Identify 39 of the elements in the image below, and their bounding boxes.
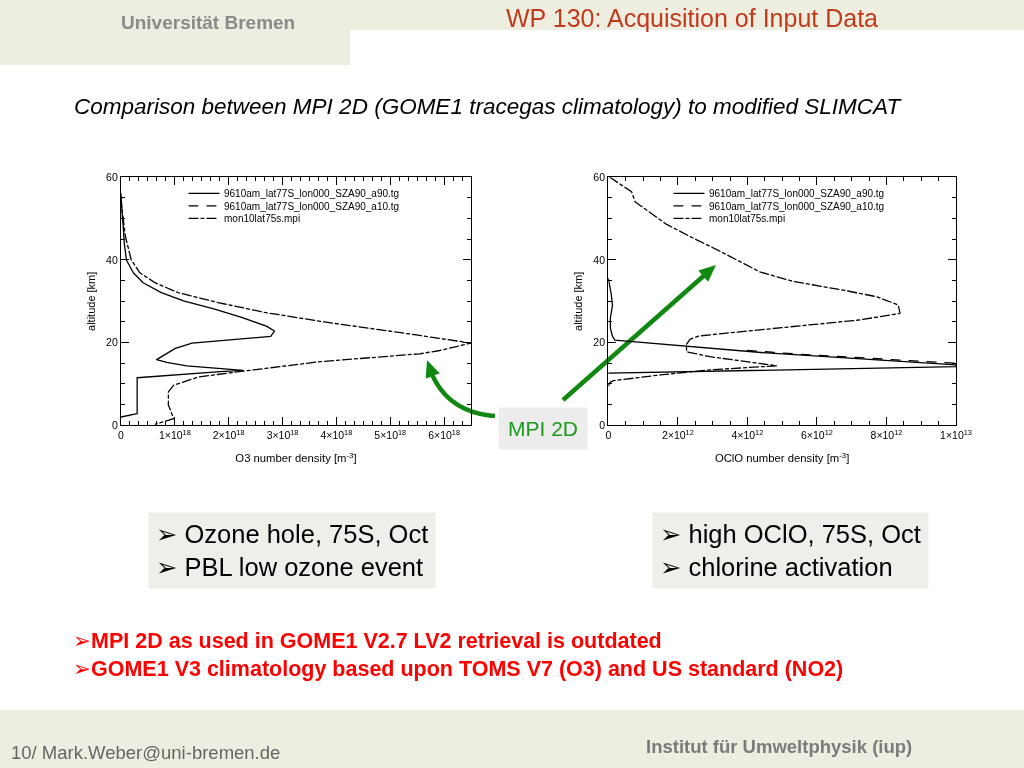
legend-label: mon10lat75s.mpi [224,213,301,225]
x-tick-label: 8×10$^{12}$ [870,427,903,442]
x-tick-label: 5×10$^{18}$ [374,427,407,442]
y-tick-label: 0 [111,418,118,431]
text: MPI 2D [508,417,579,440]
y-tick-label: 40 [106,253,118,266]
x-tick-label: 2×10$^{18}$ [212,427,245,442]
y-tick-label: 20 [106,336,118,349]
y-axis-title: altitude [km] [572,271,585,331]
chart-subtitle: Comparison between MPI 2D (GOME1 tracegas climatology) to modified SLIMCAT [74,94,903,119]
text: Institut für Umweltphysik (iup) [646,736,913,757]
x-tick-label: 1×10$^{18}$ [158,427,191,442]
text: Universität Bremen [121,12,296,33]
legend-label: 9610am_lat77S_lon000_SZA90_a90.tg [224,188,400,200]
legend-label: 9610am_lat77S_lon000_SZA90_a10.tg [224,200,400,212]
x-tick-label: 4×10$^{18}$ [320,427,353,442]
y-tick-label: 0 [599,418,606,431]
y-axis-title: altitude [km] [84,271,97,331]
chart-title: WP 130: Acquisition of Input Data [506,4,879,32]
y-tick-label: 20 [593,336,606,349]
x-axis-title: O3 number density [m$^{-3}$] [235,450,357,465]
y-tick-label: 40 [593,253,606,266]
x-tick-label: 6×10$^{12}$ [801,427,833,442]
text: ➢ high OClO, 75S, Oct ➢ chlorine activation [660,520,921,582]
x-tick-label: 4×10$^{12}$ [731,427,764,442]
x-tick-label: 6×10$^{18}$ [428,427,460,442]
legend-label: 9610am_lat77S_lon000_SZA90_a90.tg [709,188,885,200]
legend-label: 9610am_lat77S_lon000_SZA90_a10.tg [709,200,885,212]
x-tick-label: 3×10$^{18}$ [266,427,299,442]
text: ➢ Ozone hole, 75S, Oct ➢ PBL low ozone event [156,520,429,582]
y-tick-label: 60 [593,170,606,183]
text: 10/ Mark.Weber@uni-bremen.de [11,742,281,763]
x-tick-label: 2×10$^{12}$ [661,427,694,442]
legend-label: mon10lat75s.mpi [709,213,786,225]
y-tick-label: 60 [106,170,118,183]
x-tick-label: 1×10$^{13}$ [940,427,972,442]
text: ➢GOME1 V3 climatology based upon TOMS V7 (O3) and US standard (NO2) [73,657,844,681]
text: ➢MPI 2D as used in GOME1 V2.7 LV2 retrieval is outdated [73,629,662,653]
x-axis-title: OClO number density [m$^{-3}$] [714,450,850,465]
